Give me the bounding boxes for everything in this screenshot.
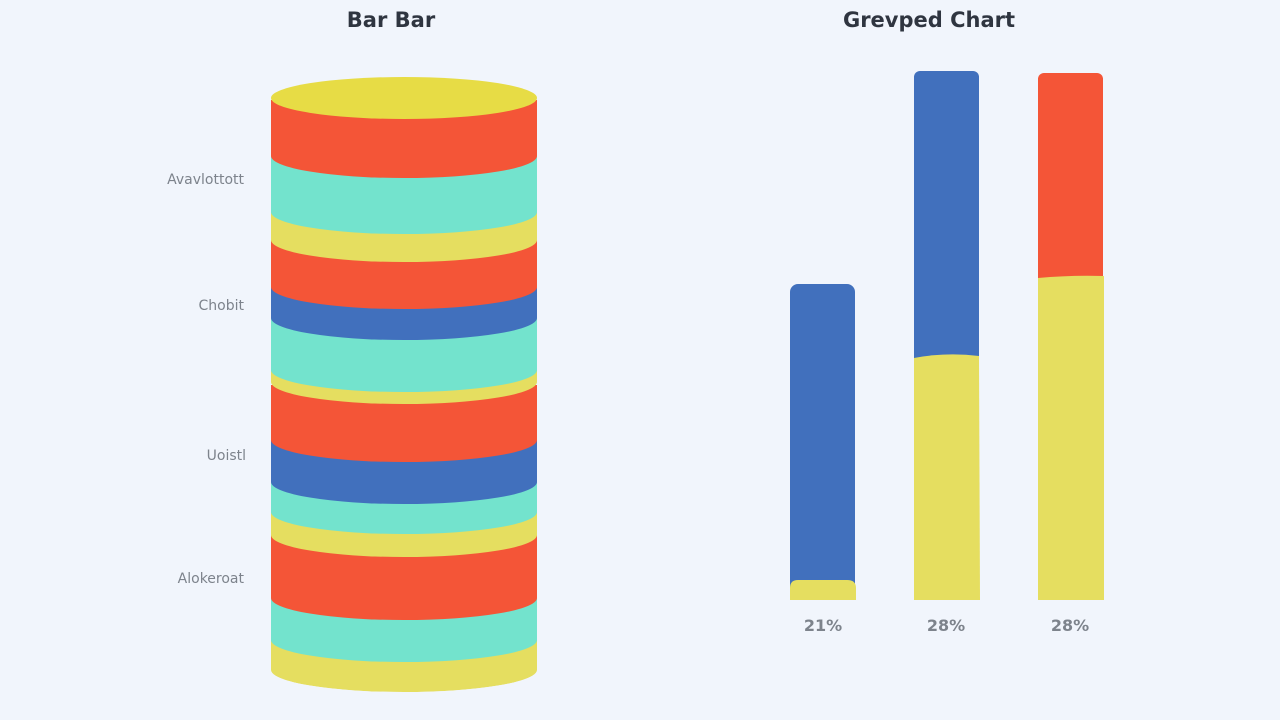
stacked-bar-1: [790, 284, 856, 600]
band-red: [271, 385, 537, 462]
right-chart-title: Grevped Chart: [842, 8, 1016, 32]
stacked-bar-2: [914, 71, 980, 600]
bar-1-segment-blue: [790, 284, 855, 600]
category-label-3: Uoistl: [206, 448, 246, 464]
left-chart-title: Bar Bar: [346, 8, 436, 32]
band-red-top: [271, 100, 537, 178]
bar-1-segment-yellow: [790, 580, 856, 600]
x-label-3: 28%: [1050, 616, 1090, 635]
stacked-bar-3: [1038, 73, 1104, 600]
bar-3-segment-yellow: [1038, 275, 1104, 600]
bar-2-segment-yellow: [914, 354, 980, 600]
x-label-2: 28%: [926, 616, 966, 635]
cylinder-stack: [271, 77, 537, 692]
category-label-1: Avavlottott: [167, 172, 244, 188]
bar-2-segment-blue: [914, 71, 979, 371]
x-label-1: 21%: [803, 616, 843, 635]
band-red: [271, 535, 537, 620]
bar-3-segment-red: [1038, 73, 1103, 293]
cylinder-top-cap: [271, 77, 537, 119]
category-label-2: Chobit: [198, 298, 244, 314]
category-label-4: Alokeroat: [177, 571, 244, 587]
